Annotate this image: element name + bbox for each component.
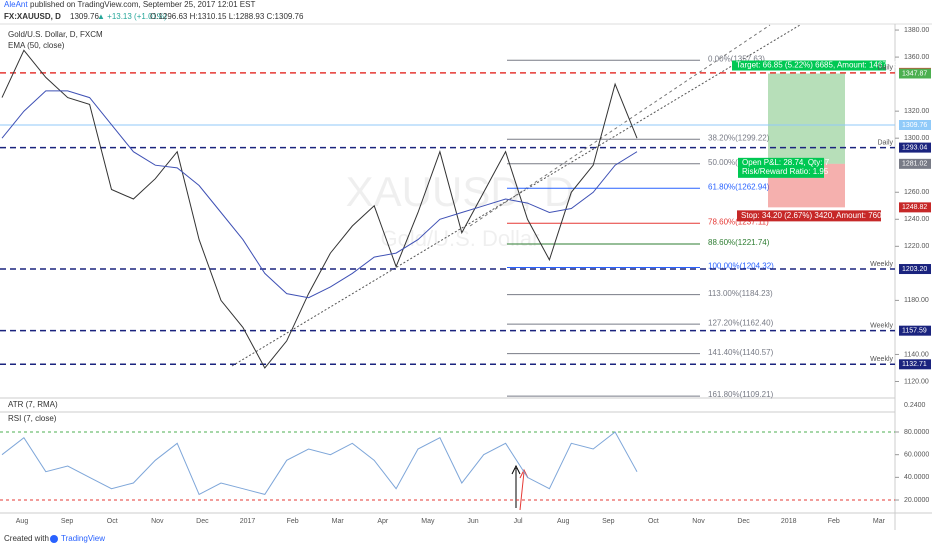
pnl-box: [738, 157, 824, 178]
line-tag: Daily: [877, 65, 893, 72]
x-tick-label: Sep: [61, 518, 74, 525]
arrow-head: [511, 464, 521, 475]
y-tick-label: 1240.00: [904, 216, 929, 223]
x-tick-label: Mar: [873, 518, 886, 525]
ohlc: O:1296.63 H:1310.15 L:1288.93 C:1309.76: [150, 12, 304, 21]
change: ▲ +13.13 (+1.01%): [97, 12, 167, 21]
series-line: [1, 90, 638, 299]
rr-text: Risk/Reward Ratio: 1.95: [742, 167, 829, 176]
series-line: [1, 49, 638, 369]
price-tag: [899, 158, 931, 169]
last-price: 1309.76: [70, 12, 99, 21]
price-tag: [899, 359, 931, 370]
chart-title: Gold/U.S. Dollar, D, FXCM: [8, 30, 103, 39]
fib-label: 141.40%(1140.57): [708, 348, 774, 357]
y-tick-label: 1380.00: [904, 27, 929, 34]
target-box: [732, 60, 886, 71]
x-tick-label: Dec: [196, 518, 209, 525]
symbol: FX:XAUUSD, D: [4, 12, 61, 21]
fib-label: 78.60%(1237.11): [708, 217, 769, 226]
y-tick-label: 1220.00: [904, 243, 929, 250]
indicator-label: RSI (7, close): [8, 414, 57, 423]
line-tag: Weekly: [870, 261, 893, 268]
target-zone: [768, 73, 845, 164]
x-tick-label: Oct: [107, 518, 118, 525]
x-tick-label: Feb: [828, 518, 840, 525]
fib-label: 61.80%(1262.94): [708, 182, 770, 191]
y-tick-label: 1180.00: [904, 297, 929, 304]
price-tag: [899, 119, 931, 130]
indicator-label: ATR (7, RMA): [8, 400, 58, 409]
price-tag-label: 1309.76: [902, 122, 927, 129]
y-tick-label: 1260.00: [904, 189, 929, 196]
x-tick-label: Dec: [737, 518, 750, 525]
x-tick-label: Nov: [692, 518, 705, 525]
x-tick-label: May: [421, 518, 435, 525]
y-tick-label: 20.0000: [904, 497, 929, 504]
price-tag-label: 1203.20: [902, 266, 927, 273]
target-text: Target: 66.85 (5.22%) 6685, Amount: 1467…: [736, 61, 898, 70]
y-tick-label: 1320.00: [904, 108, 929, 115]
fib-label: 113.00%(1184.23): [708, 289, 773, 298]
price-tag-label: 1293.04: [902, 144, 927, 151]
indicator-label: EMA (50, close): [8, 41, 65, 50]
trendline: [231, 24, 801, 367]
fib-label: 38.20%(1299.22): [708, 133, 770, 142]
arrow: [519, 471, 525, 511]
atr-tick: 0.2400: [904, 402, 926, 409]
x-tick-label: Jul: [514, 518, 523, 525]
fib-label: 88.60%(1221.74): [708, 238, 770, 247]
price-tag-label: 1347.87: [902, 70, 927, 77]
price-tag: [899, 264, 931, 275]
x-tick-label: Sep: [602, 518, 615, 525]
price-tag: [899, 142, 931, 153]
price-tag: [899, 68, 931, 79]
logo: [50, 535, 58, 543]
series-line: [1, 431, 638, 496]
x-tick-label: Aug: [16, 518, 29, 525]
author[interactable]: AleAnt: [4, 0, 28, 9]
x-tick-label: 2018: [781, 518, 797, 525]
x-tick-label: Nov: [151, 518, 164, 525]
x-tick-label: 2017: [240, 518, 256, 525]
fib-label: 100.00%(1204.32): [708, 262, 774, 271]
line-tag: Weekly: [870, 356, 893, 363]
line-tag: Daily: [877, 139, 893, 146]
y-tick-label: 1140.00: [904, 351, 929, 358]
x-tick-label: Jun: [467, 518, 478, 525]
y-tick-label: 40.0000: [904, 474, 929, 481]
y-tick-label: 1300.00: [904, 135, 929, 142]
x-tick-label: Mar: [332, 518, 345, 525]
price-tag-label: 1281.02: [902, 161, 927, 168]
x-tick-label: Feb: [287, 518, 299, 525]
line-tag: Weekly: [870, 323, 893, 330]
stop-text: Stop: 34.20 (2.67%) 3420, Amount: 760.6: [741, 211, 889, 220]
y-tick-label: 60.0000: [904, 452, 929, 459]
stop-box: [737, 210, 881, 222]
x-tick-label: Aug: [557, 518, 570, 525]
footer-created: Created with: [4, 534, 49, 543]
fib-label: 127.20%(1162.40): [708, 318, 774, 327]
price-tag-label: 1132.71: [902, 361, 927, 368]
price-tag: [899, 325, 931, 336]
published: published on TradingView.com, September …: [30, 0, 255, 9]
x-tick-label: Apr: [377, 518, 389, 525]
price-tag: [899, 202, 931, 213]
price-tag-label: 1157.59: [902, 328, 927, 335]
y-tick-label: 1360.00: [904, 54, 929, 61]
price-tag-label: 1248.82: [902, 204, 927, 211]
trendline: [469, 24, 771, 227]
x-tick-label: Oct: [648, 518, 659, 525]
pnl-text: Open P&L: 28.74, Qty: 7: [742, 158, 830, 167]
fib-label: 161.80%(1109.21): [708, 390, 774, 399]
y-tick-label: 1120.00: [904, 378, 929, 385]
footer-brand[interactable]: TradingView: [61, 534, 105, 543]
fib-label: 0.00%(1357.63): [708, 54, 765, 63]
y-tick-label: 80.0000: [904, 429, 929, 436]
